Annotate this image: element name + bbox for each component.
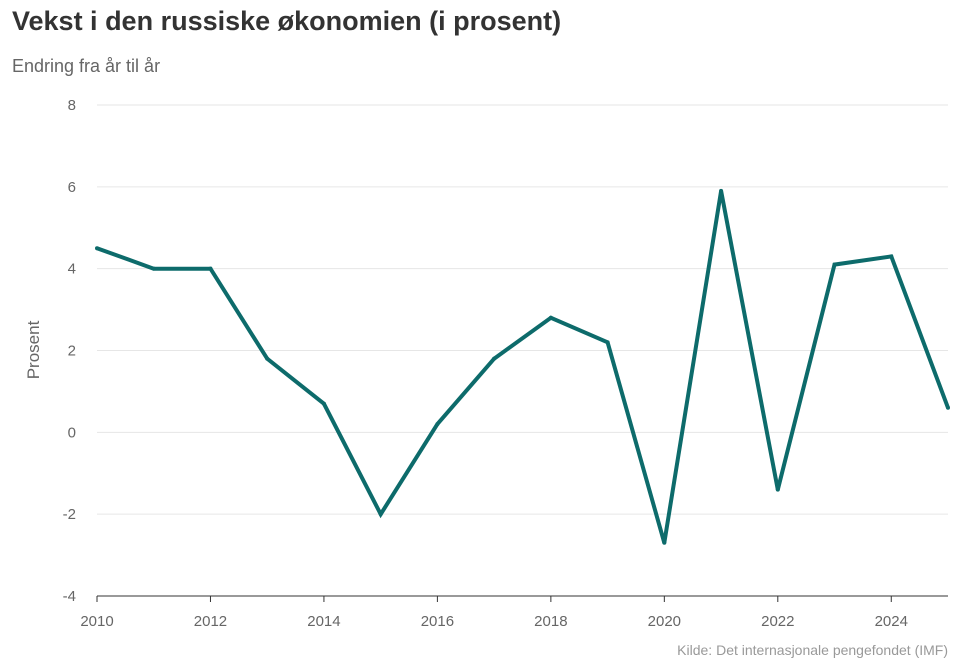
- x-tick-label: 2010: [80, 613, 113, 630]
- x-tick-label: 2016: [421, 613, 454, 630]
- source-note: Kilde: Det internasjonale pengefondet (I…: [677, 642, 948, 658]
- data-point: [889, 254, 894, 259]
- x-tick-label: 2024: [875, 613, 908, 630]
- gridlines: [97, 104, 948, 515]
- y-axis-title: Prosent: [24, 320, 43, 379]
- y-tick-label: 6: [68, 179, 76, 196]
- y-tick-label: 0: [68, 424, 76, 441]
- y-axis-ticks: -4 -2 0 2 4 6 8: [63, 97, 76, 605]
- data-point: [662, 540, 667, 545]
- y-tick-label: 8: [68, 97, 76, 114]
- data-point: [435, 422, 440, 427]
- x-tick-label: 2020: [648, 613, 681, 630]
- data-point: [605, 340, 610, 345]
- data-point: [321, 401, 326, 406]
- data-point: [719, 188, 724, 193]
- y-tick-label: 2: [68, 343, 76, 360]
- data-point: [265, 356, 270, 361]
- y-tick-label: -4: [63, 588, 76, 605]
- x-tick-label: 2014: [307, 613, 340, 630]
- data-point: [208, 266, 213, 271]
- data-point: [775, 487, 780, 492]
- data-point: [151, 266, 156, 271]
- data-point: [548, 315, 553, 320]
- data-point: [492, 356, 497, 361]
- data-point: [378, 512, 383, 517]
- chart-subtitle: Endring fra år til år: [12, 56, 161, 76]
- y-tick-label: 4: [68, 261, 76, 278]
- x-tick-label: 2018: [534, 613, 567, 630]
- x-tick-label: 2012: [194, 613, 227, 630]
- data-point: [946, 405, 950, 410]
- data-point: [95, 246, 99, 251]
- y-tick-label: -2: [63, 506, 76, 523]
- data-point: [832, 262, 837, 267]
- series-layer: [95, 188, 950, 545]
- chart-title: Vekst i den russiske økonomien (i prosen…: [12, 6, 562, 36]
- x-axis-ticks: 2010 2012 2014 2016 2018 2020 2022 2024: [80, 596, 908, 630]
- series-line: [96, 190, 950, 544]
- x-tick-label: 2022: [761, 613, 794, 630]
